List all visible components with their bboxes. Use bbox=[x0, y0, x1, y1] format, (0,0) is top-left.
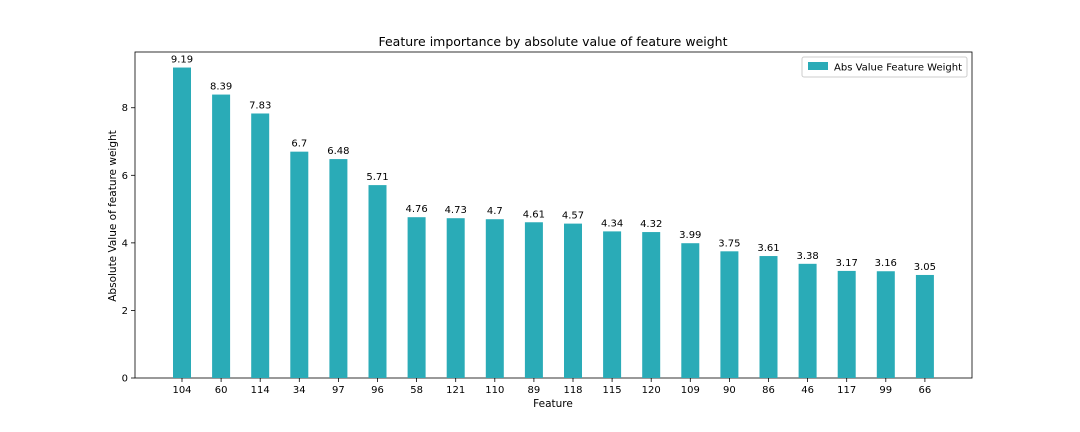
bar bbox=[251, 113, 270, 378]
data-label: 6.48 bbox=[327, 146, 349, 157]
data-label: 4.7 bbox=[487, 206, 503, 217]
legend-box bbox=[801, 56, 968, 78]
x-tick-label: 86 bbox=[762, 385, 775, 396]
x-tick-label: 118 bbox=[563, 385, 582, 396]
data-label: 4.61 bbox=[523, 209, 545, 220]
bar bbox=[759, 256, 778, 378]
data-label: 3.05 bbox=[914, 262, 936, 273]
x-tick-label: 34 bbox=[293, 385, 306, 396]
bar bbox=[329, 159, 348, 378]
data-label: 8.39 bbox=[210, 82, 232, 93]
legend-label: Abs Value Feature Weight bbox=[834, 63, 962, 74]
x-tick-label: 109 bbox=[681, 385, 700, 396]
bar bbox=[173, 67, 191, 379]
y-tick-label: 6 bbox=[122, 171, 128, 182]
data-label: 3.17 bbox=[836, 258, 858, 269]
plot-area: 024689.191048.39607.831146.7346.48975.71… bbox=[122, 51, 973, 396]
data-label: 3.38 bbox=[796, 251, 818, 262]
data-label: 5.71 bbox=[366, 172, 388, 183]
x-tick-label: 89 bbox=[528, 385, 541, 396]
bar bbox=[446, 218, 465, 378]
chart-title: Feature importance by absolute value of … bbox=[378, 34, 727, 49]
x-tick-label: 104 bbox=[172, 385, 191, 396]
x-tick-label: 90 bbox=[723, 385, 736, 396]
x-tick-label: 66 bbox=[919, 385, 932, 396]
axes-frame bbox=[134, 51, 973, 379]
y-tick-label: 0 bbox=[122, 374, 128, 385]
bar bbox=[915, 274, 934, 378]
x-tick-label: 99 bbox=[879, 385, 892, 396]
x-tick-label: 117 bbox=[837, 385, 856, 396]
bar bbox=[485, 219, 504, 378]
bar bbox=[603, 231, 622, 378]
data-label: 4.73 bbox=[445, 205, 467, 216]
x-tick-label: 46 bbox=[801, 385, 814, 396]
x-tick-label: 121 bbox=[446, 385, 465, 396]
x-tick-label: 115 bbox=[603, 385, 622, 396]
y-axis-label: Absolute Value of feature weight bbox=[107, 130, 119, 302]
data-label: 6.7 bbox=[291, 139, 307, 150]
bar bbox=[290, 151, 309, 378]
bar bbox=[837, 270, 856, 378]
data-label: 9.19 bbox=[171, 55, 193, 66]
bar bbox=[368, 185, 387, 378]
x-tick-label: 60 bbox=[215, 385, 228, 396]
data-label: 3.16 bbox=[875, 258, 897, 269]
data-label: 3.99 bbox=[679, 230, 701, 241]
data-label: 7.83 bbox=[249, 100, 271, 111]
bar bbox=[720, 251, 739, 378]
y-tick-label: 2 bbox=[122, 306, 128, 317]
x-tick-label: 96 bbox=[371, 385, 384, 396]
legend: Abs Value Feature Weight bbox=[801, 56, 968, 78]
bar bbox=[798, 263, 817, 378]
bar bbox=[524, 222, 543, 378]
x-tick-label: 97 bbox=[332, 385, 345, 396]
x-axis-label: Feature bbox=[533, 398, 573, 410]
bar bbox=[642, 232, 661, 378]
y-tick-label: 4 bbox=[122, 238, 128, 249]
data-label: 3.75 bbox=[718, 238, 740, 249]
x-tick-label: 58 bbox=[410, 385, 423, 396]
bar bbox=[681, 243, 700, 378]
y-tick-label: 8 bbox=[122, 103, 128, 114]
x-tick-label: 120 bbox=[642, 385, 661, 396]
x-tick-label: 114 bbox=[251, 385, 270, 396]
data-label: 3.61 bbox=[757, 243, 779, 254]
data-label: 4.34 bbox=[601, 218, 623, 229]
bar bbox=[564, 223, 582, 378]
bar bbox=[407, 217, 426, 378]
bar bbox=[876, 271, 895, 378]
bar bbox=[212, 94, 231, 379]
x-tick-label: 110 bbox=[485, 385, 504, 396]
data-label: 4.76 bbox=[405, 204, 427, 215]
data-label: 4.32 bbox=[640, 219, 662, 230]
legend-swatch bbox=[808, 62, 828, 70]
data-label: 4.57 bbox=[562, 211, 584, 222]
